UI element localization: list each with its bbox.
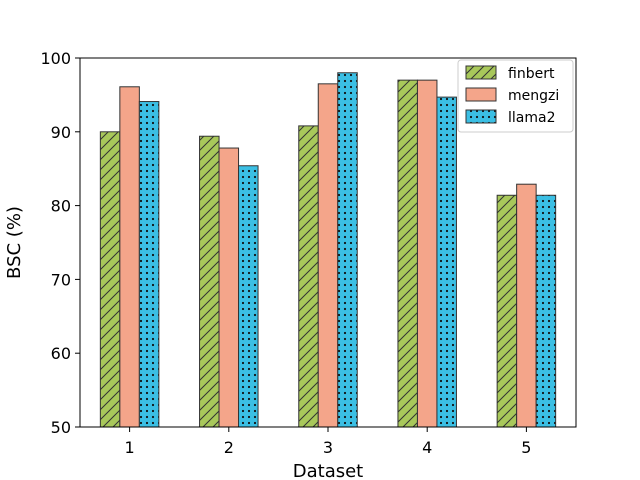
y-axis-label: BSC (%) bbox=[4, 206, 25, 279]
bar-mengzi-1 bbox=[119, 86, 140, 428]
bar-llama2-5 bbox=[535, 194, 557, 428]
x-tick-label: 2 bbox=[224, 438, 234, 457]
x-tick-label: 3 bbox=[323, 438, 333, 457]
bar-finbert-3 bbox=[298, 125, 319, 428]
x-axis: 1 2 3 4 5 bbox=[125, 427, 531, 457]
bar-finbert-5 bbox=[496, 194, 518, 428]
legend-swatch-llama2 bbox=[465, 109, 497, 124]
bar-finbert-1 bbox=[99, 131, 121, 428]
legend: finbert mengzi llama2 bbox=[457, 59, 574, 133]
y-tick-label: 70 bbox=[51, 270, 71, 289]
y-tick-label: 50 bbox=[51, 418, 71, 437]
bar-finbert-4 bbox=[397, 79, 418, 428]
bar-mengzi-3 bbox=[317, 83, 339, 428]
bars-group bbox=[99, 72, 557, 428]
y-tick-label: 80 bbox=[51, 197, 71, 216]
legend-swatch-mengzi bbox=[465, 87, 497, 102]
y-tick-label: 90 bbox=[51, 123, 71, 142]
legend-label-mengzi: mengzi bbox=[508, 88, 559, 104]
x-tick-label: 5 bbox=[521, 438, 531, 457]
bar-llama2-2 bbox=[238, 165, 259, 428]
legend-label-finbert: finbert bbox=[508, 66, 555, 82]
x-axis-label: Dataset bbox=[293, 461, 364, 480]
bar-llama2-4 bbox=[436, 96, 457, 428]
legend-label-llama2: llama2 bbox=[508, 110, 555, 126]
bar-mengzi-5 bbox=[516, 183, 537, 428]
x-tick-label: 1 bbox=[125, 438, 135, 457]
y-tick-label: 100 bbox=[40, 49, 71, 68]
bar-finbert-2 bbox=[199, 135, 220, 428]
y-tick-label: 60 bbox=[51, 344, 71, 363]
legend-swatch-finbert bbox=[465, 65, 497, 80]
bar-mengzi-4 bbox=[416, 79, 438, 428]
bar-llama2-3 bbox=[337, 72, 358, 428]
y-axis: 50 60 70 80 90 100 bbox=[40, 49, 80, 437]
x-tick-label: 4 bbox=[422, 438, 432, 457]
bar-mengzi-2 bbox=[218, 147, 240, 428]
bar-llama2-1 bbox=[138, 101, 160, 428]
